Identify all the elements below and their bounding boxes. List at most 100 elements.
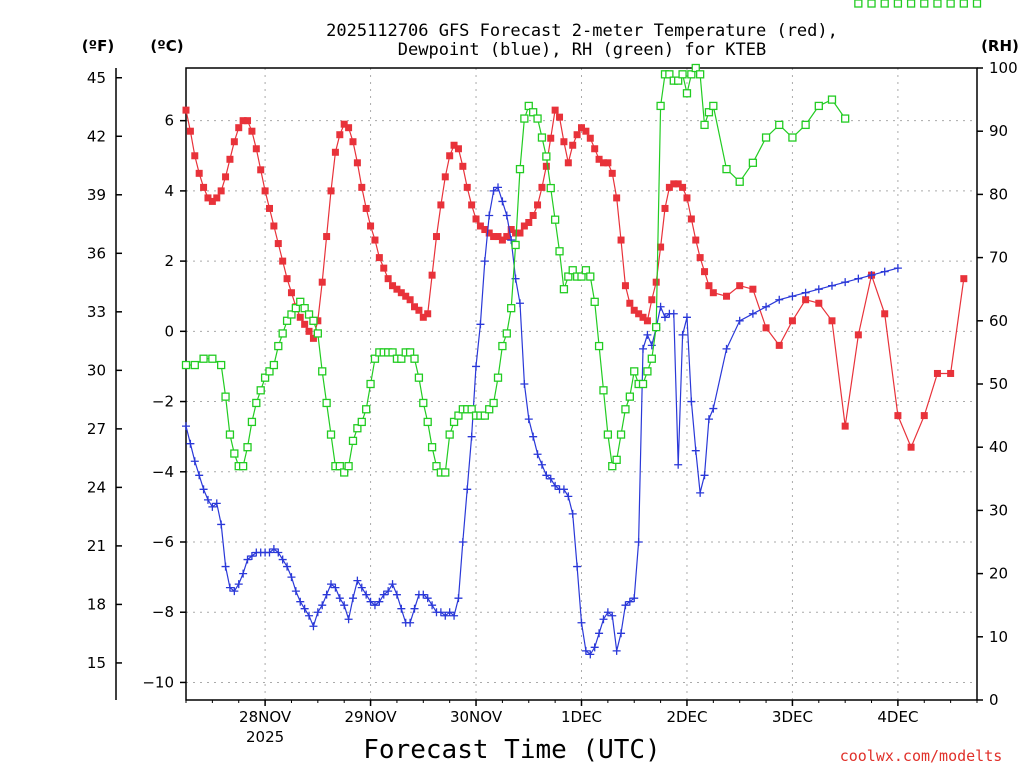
credit-text: coolwx.com/modelts [840,747,1003,765]
x-axis-label: Forecast Time (UTC) [363,735,660,765]
data-point [468,201,476,209]
data-point [960,275,968,283]
data-point [704,108,714,117]
chart-title-line2: Dewpoint (blue), RH (green) for KTEB [398,40,766,60]
data-point [590,643,599,652]
data-point [682,89,692,98]
data-point [630,306,638,314]
data-point [608,611,617,620]
data-point [489,186,498,195]
data-point [353,576,362,585]
data-point [906,0,916,8]
data-point [665,70,674,79]
data-point [590,297,599,306]
data-point [269,545,278,554]
data-point [186,439,195,448]
data-point [696,70,705,79]
data-point [815,299,823,307]
data-point [538,183,546,191]
data-point [546,183,555,193]
fahrenheit-tick-label: 30 [87,361,106,379]
data-point [195,169,203,177]
data-point [814,285,823,294]
data-point [621,601,630,610]
data-point [511,240,520,250]
data-point [560,138,568,146]
data-point [594,341,604,351]
data-point [318,601,327,610]
data-point [722,344,731,353]
data-point [313,608,322,617]
data-point [203,495,212,504]
data-point [182,422,190,431]
data-point [238,462,248,471]
fahrenheit-tick-label: 24 [87,478,106,496]
data-point [411,303,419,311]
data-point [454,594,463,603]
data-point [621,282,629,290]
data-point [801,120,810,130]
data-point [591,145,599,153]
data-point [226,155,234,163]
data-point [252,398,261,408]
data-point [270,222,278,230]
data-point [454,145,462,153]
rh-tick-label: 40 [989,438,1008,456]
data-point [564,492,573,501]
data-point [841,278,850,287]
data-point [480,411,489,420]
celsius-tick-label: −8 [152,603,174,621]
fahrenheit-tick-label: 15 [87,654,106,672]
data-point [437,201,445,209]
data-point [524,101,533,111]
x-tick-label: 29NOV [345,708,398,726]
data-point [524,415,533,424]
x-tick-label: 4DEC [877,708,918,726]
data-point [652,278,660,286]
unit-fahrenheit: (ºF) [82,37,114,55]
data-point [814,101,823,111]
fahrenheit-tick-label: 27 [87,420,106,438]
data-point [498,236,506,244]
data-point [279,257,287,265]
data-point [256,386,265,395]
data-point [428,271,436,279]
data-point [419,398,428,408]
data-point [326,430,336,439]
data-point [323,233,331,241]
data-point [208,354,217,363]
data-point [485,211,494,220]
data-point [674,180,682,188]
data-point [617,236,625,244]
data-point [296,313,304,321]
data-point [239,569,248,578]
data-point [366,597,375,606]
data-point [555,247,564,256]
data-point [208,502,217,511]
data-point [300,604,309,613]
data-point [340,601,349,610]
fahrenheit-tick-label: 33 [87,303,106,321]
data-point [287,289,295,297]
data-point [415,306,423,314]
data-point [568,509,577,518]
data-point [665,183,673,191]
data-point [331,583,340,592]
data-point [371,236,379,244]
data-point [191,152,199,160]
data-point [682,313,691,322]
data-point [762,302,771,311]
data-point [362,204,370,212]
axis-ticks: 6420−2−4−6−8−104542393633302724211815100… [87,59,1018,746]
data-point [529,432,538,441]
data-point [247,417,257,427]
celsius-tick-label: −6 [152,533,174,551]
data-point [661,204,669,212]
data-point [257,166,265,174]
data-point [186,127,194,135]
data-point [190,457,199,466]
data-point [450,141,458,149]
data-point [222,173,230,181]
data-point [546,474,555,483]
data-point [428,601,437,610]
